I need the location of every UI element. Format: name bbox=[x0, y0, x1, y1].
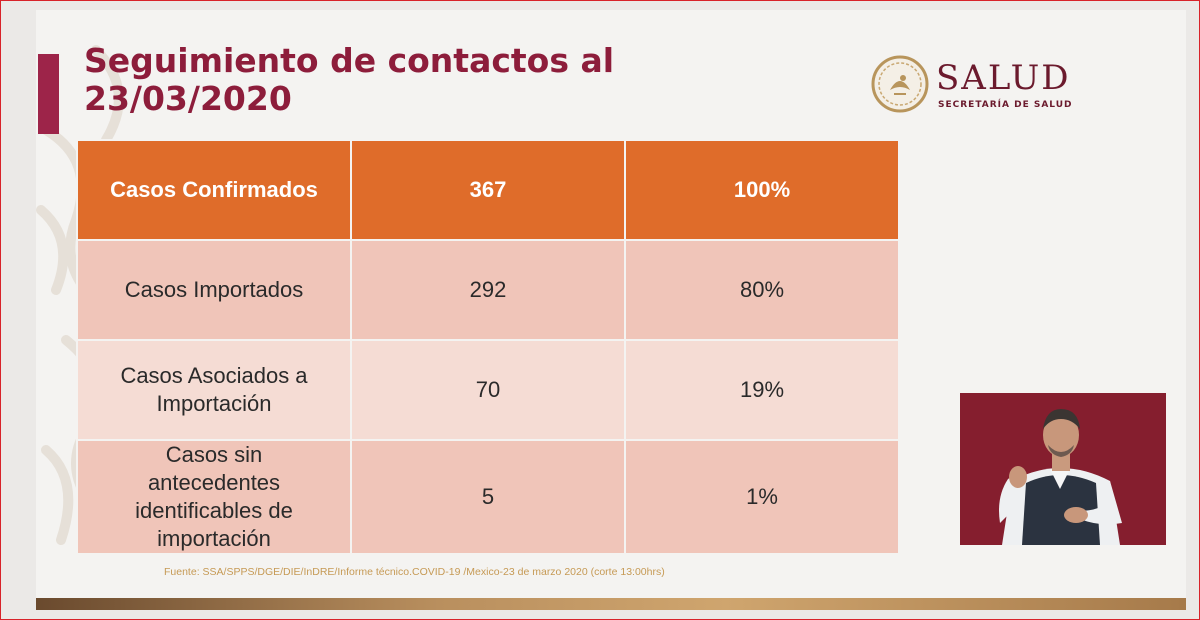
table-row: Casos Importados 292 80% bbox=[76, 239, 900, 341]
salud-logo: SALUD SECRETARÍA DE SALUD bbox=[870, 50, 1090, 122]
table-cell-label: Casos Asociados a Importación bbox=[76, 339, 352, 441]
source-note: Fuente: SSA/SPPS/DGE/DIE/InDRE/Informe t… bbox=[164, 566, 665, 578]
contacts-table: Casos Confirmados 367 100% Casos Importa… bbox=[76, 139, 900, 555]
table-cell-percent: 19% bbox=[624, 339, 900, 441]
logo-subtitle: SECRETARÍA DE SALUD bbox=[938, 100, 1073, 110]
footer-bar bbox=[36, 598, 1186, 610]
interpreter-figure-icon bbox=[960, 393, 1166, 545]
table-cell-label: Casos Importados bbox=[76, 239, 352, 341]
table-header-cell: Casos Confirmados bbox=[76, 139, 352, 241]
logo-brand: SALUD bbox=[936, 58, 1071, 98]
slide: Seguimiento de contactos al 23/03/2020 S… bbox=[36, 10, 1186, 610]
page-title: Seguimiento de contactos al 23/03/2020 bbox=[84, 41, 615, 118]
table-cell-percent: 80% bbox=[624, 239, 900, 341]
title-accent-bar bbox=[38, 54, 59, 134]
sign-language-interpreter-video bbox=[960, 393, 1166, 545]
table-row: Casos Asociados a Importación 70 19% bbox=[76, 339, 900, 441]
table-cell-label: Casos sin antecedentes identificables de… bbox=[76, 439, 352, 555]
table-header-row: Casos Confirmados 367 100% bbox=[76, 139, 900, 241]
table-header-cell: 367 bbox=[350, 139, 626, 241]
mexico-seal-icon bbox=[871, 55, 929, 113]
table-cell-count: 5 bbox=[350, 439, 626, 555]
table-header-cell: 100% bbox=[624, 139, 900, 241]
table-cell-count: 70 bbox=[350, 339, 626, 441]
table-cell-percent: 1% bbox=[624, 439, 900, 555]
table-cell-count: 292 bbox=[350, 239, 626, 341]
table-row: Casos sin antecedentes identificables de… bbox=[76, 439, 900, 555]
